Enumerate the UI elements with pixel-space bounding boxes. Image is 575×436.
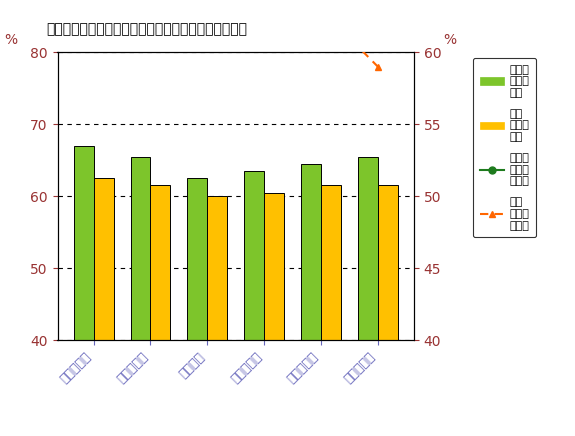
Bar — [321, 185, 341, 436]
Bar — [208, 196, 227, 436]
Bar — [94, 178, 113, 436]
Bar — [378, 185, 398, 436]
Bar — [74, 146, 94, 436]
Bar — [358, 157, 378, 436]
Bar — [264, 193, 284, 436]
Bar — [244, 171, 264, 436]
Text: 持ち家住宅率と現住居の敷地を所有する世帯数の割合: 持ち家住宅率と現住居の敷地を所有する世帯数の割合 — [46, 22, 247, 36]
Text: %: % — [5, 33, 18, 47]
Bar — [151, 185, 170, 436]
Text: %: % — [443, 33, 456, 47]
Legend: 埼玉県
（持ち
家）, 全国
（持ち
家）, 埼玉県
（世帯
割合）, 全国
（世帯
割合）: 埼玉県 （持ち 家）, 全国 （持ち 家）, 埼玉県 （世帯 割合）, 全国 （… — [473, 58, 536, 237]
Bar — [301, 164, 321, 436]
Bar — [187, 178, 208, 436]
Bar — [131, 157, 151, 436]
